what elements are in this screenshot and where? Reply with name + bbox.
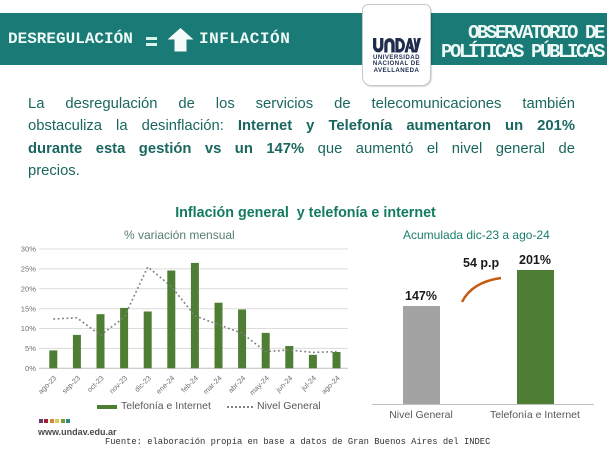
svg-text:ene-24: ene-24 [154, 374, 176, 396]
svg-text:ago-24: ago-24 [319, 374, 341, 396]
svg-text:mar-24: mar-24 [201, 374, 223, 396]
svg-text:20%: 20% [21, 284, 36, 293]
svg-text:sep-23: sep-23 [60, 374, 82, 396]
svg-text:ago-23: ago-23 [36, 374, 58, 396]
svg-text:abr-24: abr-24 [226, 374, 247, 395]
svg-text:10%: 10% [21, 324, 36, 333]
svg-text:feb-24: feb-24 [179, 374, 200, 395]
svg-text:jun-24: jun-24 [273, 374, 294, 395]
svg-text:0%: 0% [25, 364, 36, 373]
svg-text:dic-23: dic-23 [133, 374, 153, 394]
svg-text:30%: 30% [21, 245, 36, 254]
svg-text:25%: 25% [21, 265, 36, 274]
svg-text:15%: 15% [21, 304, 36, 313]
svg-text:jul-24: jul-24 [299, 374, 319, 394]
svg-text:oct-23: oct-23 [85, 374, 105, 394]
svg-text:5%: 5% [25, 344, 36, 353]
svg-text:nov-23: nov-23 [107, 374, 129, 396]
svg-text:may-24: may-24 [248, 374, 271, 397]
